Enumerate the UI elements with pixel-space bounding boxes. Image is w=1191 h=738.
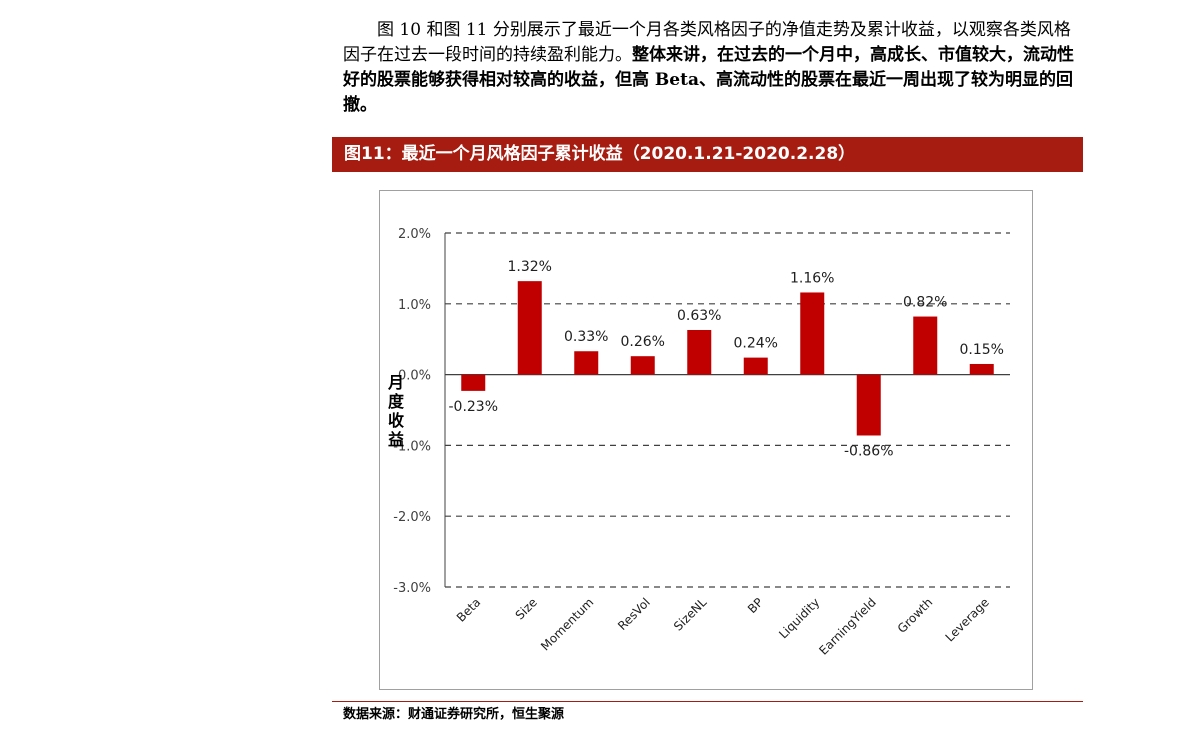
y-tick-label: 1.0% [398,298,431,313]
chart-frame [379,190,1033,690]
y-tick-label: 2.0% [398,227,431,242]
bar-sizenl [687,329,712,375]
x-tick-label: BP [745,595,766,616]
bar-liquidity [800,292,825,375]
data-label: 0.33% [564,329,608,345]
bar-leverage [969,363,994,375]
bar-resvol [630,356,655,375]
bottom-rule [332,701,1083,702]
x-tick-label: Size [513,595,540,622]
axis-ticks: 2.0% 1.0% 0.0% -1.0% -2.0% -3.0% Beta SizeMomen… [393,227,992,658]
data-label: -0.23% [448,399,498,415]
y-tick-label: -2.0% [393,510,431,525]
data-labels: -0.23% 1.32% 0.33% 0.26% 0.63% 0.24% 1.16% -0.8… [448,259,1004,459]
bar-growth [913,316,938,375]
bar-earningyield [856,374,881,436]
y-tick-label: -1.0% [393,439,431,454]
x-tick-label: ResVol [615,595,653,633]
bars [461,281,994,436]
bar-beta [461,374,486,391]
x-tick-label: Liquidity [776,595,822,641]
x-tick-label: EarningYield [816,595,879,658]
data-label: 1.16% [790,270,834,286]
data-label: 0.24% [734,336,778,352]
bar-bp [743,357,768,375]
y-tick-label: 0.0% [398,369,431,384]
y-axis-label: 月度收益 [387,373,404,449]
body-paragraph: 图 10 和图 11 分别展示了最近一个月各类风格因子的净值走势及累计收益，以观… [343,18,1078,118]
x-tick-label: Beta [454,595,483,624]
x-tick-label: Growth [895,595,936,636]
figure-title: 图11：最近一个月风格因子累计收益（2020.1.21-2020.2.28） [332,137,1083,172]
paragraph-normal-text: 图 10 和图 11 分别展示了最近一个月各类风格因子的净值走势及累计收益，以观… [343,20,1071,65]
y-tick-label: -3.0% [393,581,431,596]
paragraph-bold-text: 整体来讲，在过去的一个月中，高成长、市值较大，流动性好的股票能够获得相对较高的收… [343,45,1074,115]
data-label: -0.86% [844,443,894,459]
x-tick-label: Momentum [538,595,596,653]
bar-size [517,281,542,375]
x-tick-label: Leverage [943,595,992,644]
data-label: 0.15% [960,342,1004,358]
data-label: 1.32% [508,259,552,275]
bar-momentum [574,351,599,375]
x-tick-label: SizeNL [671,595,710,634]
data-label: 0.82% [903,295,947,311]
data-label: 0.63% [677,308,721,324]
data-label: 0.26% [621,334,665,350]
source-note: 数据来源：财通证券研究所，恒生聚源 [343,707,565,722]
